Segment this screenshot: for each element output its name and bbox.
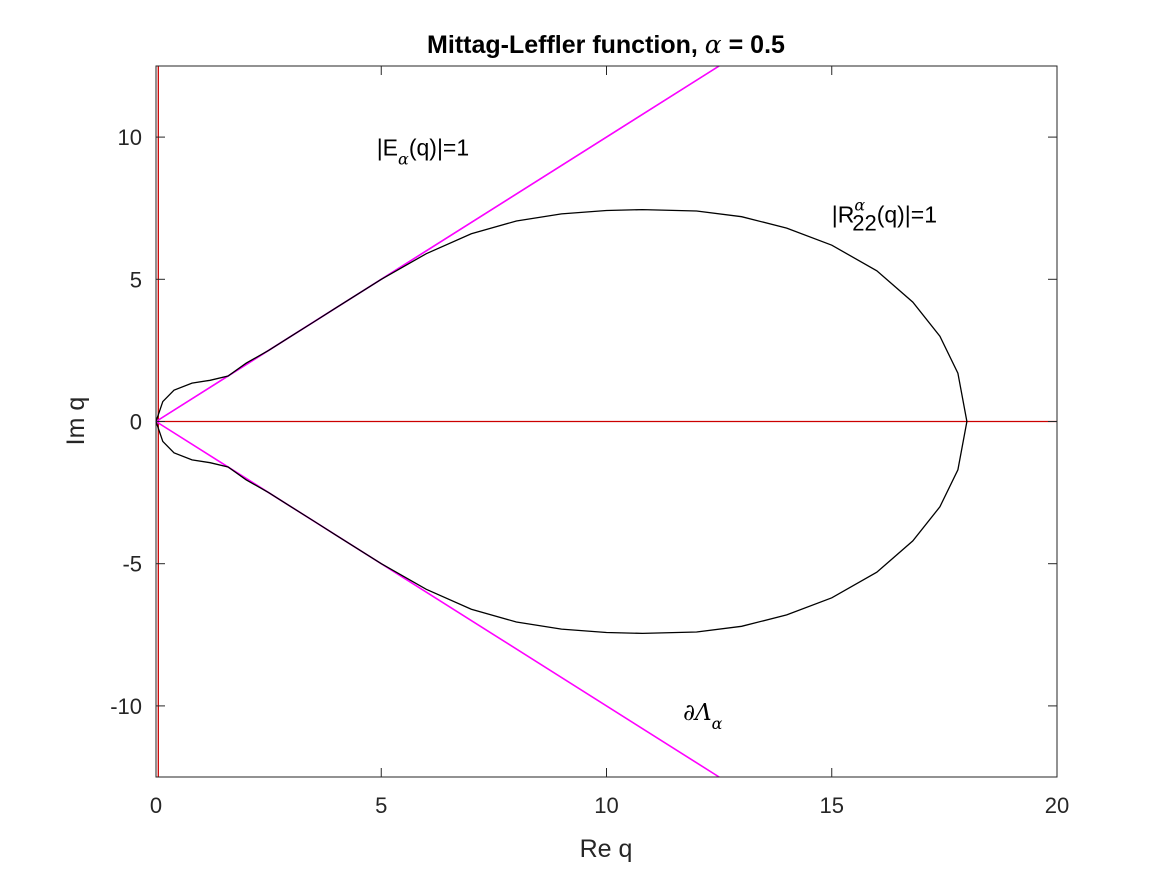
x-tick-label: 20 <box>1045 793 1069 818</box>
chart-title: Mittag-Leffler function, α = 0.5 <box>427 30 785 59</box>
annotation-lambda-alpha: ∂Λα <box>683 700 723 733</box>
annotation-r22: |Rα 22(q)|=1 <box>832 195 937 235</box>
x-tick-label: 10 <box>594 793 618 818</box>
tick-layer: 0 5 10 15 20 -10 -5 0 5 10 <box>110 66 1069 818</box>
x-tick-label: 15 <box>820 793 844 818</box>
y-tick-label: 5 <box>130 267 142 292</box>
annotation-e-alpha: |Eα(q)|=1 <box>377 135 469 169</box>
y-tick-label: -10 <box>110 694 142 719</box>
series-R22-level <box>155 208 968 635</box>
x-tick-label: 5 <box>375 793 387 818</box>
y-axis-label: Im q <box>62 397 90 446</box>
x-axis-label: Re q <box>580 835 633 863</box>
y-tick-label: -5 <box>122 552 142 577</box>
y-tick-label: 10 <box>118 125 142 150</box>
x-tick-label: 0 <box>150 793 162 818</box>
y-tick-label: 0 <box>130 410 142 435</box>
series-boundary-lambda-alpha <box>155 65 720 778</box>
